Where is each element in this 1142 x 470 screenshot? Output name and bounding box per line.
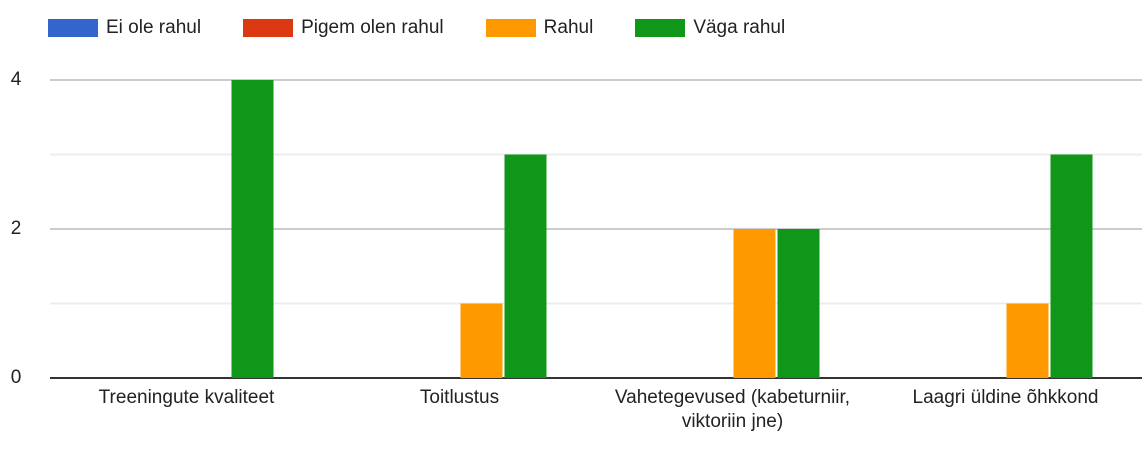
bar [504, 154, 547, 378]
bar [460, 303, 503, 378]
y-tick-label: 4 [11, 69, 22, 90]
legend-item: Rahul [485, 17, 594, 39]
x-tick-label: Vahetegevused (kabeturniir, viktoriin jn… [614, 387, 851, 432]
bar [733, 229, 776, 378]
legend-item: Väga rahul [635, 17, 785, 39]
legend-swatch [635, 19, 686, 37]
bar [231, 80, 274, 378]
legend: Ei ole rahul Pigem olen rahul Rahul Väga ra… [48, 17, 827, 39]
x-tick-label: Laagri üldine õhkkond [912, 387, 1099, 408]
legend-label: Pigem olen rahul [301, 17, 444, 38]
legend-item: Pigem olen rahul [243, 17, 444, 39]
legend-swatch [243, 19, 294, 37]
legend-swatch [48, 19, 98, 37]
y-tick-label: 0 [11, 367, 22, 388]
bar [777, 229, 820, 378]
x-tick-label: Treeningute kvaliteet [98, 387, 275, 408]
x-tick-label: Toitlustus [419, 387, 500, 408]
bar [1006, 303, 1049, 378]
legend-item: Ei ole rahul [48, 17, 201, 39]
legend-label: Rahul [543, 17, 594, 38]
legend-label: Ei ole rahul [106, 17, 202, 38]
legend-swatch [485, 19, 536, 37]
legend-label: Väga rahul [693, 17, 786, 38]
bar [1050, 154, 1093, 378]
y-tick-label: 2 [11, 218, 22, 239]
